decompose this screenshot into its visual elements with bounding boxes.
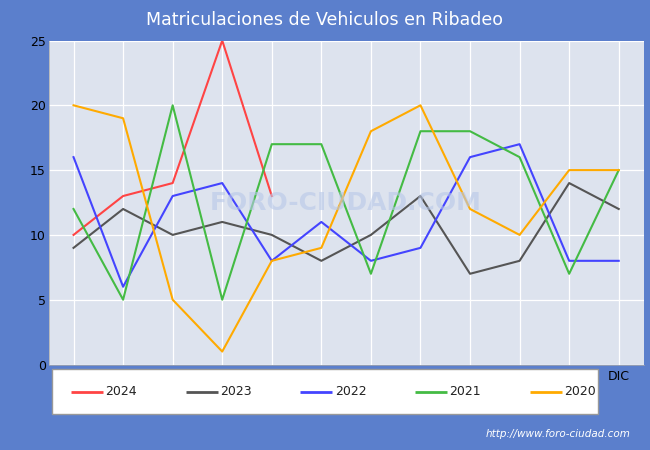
Text: FORO-CIUDAD.COM: FORO-CIUDAD.COM (210, 190, 482, 215)
FancyBboxPatch shape (52, 369, 598, 414)
Text: 2023: 2023 (220, 385, 252, 398)
Text: 2021: 2021 (450, 385, 481, 398)
Text: http://www.foro-ciudad.com: http://www.foro-ciudad.com (486, 429, 630, 439)
Text: 2020: 2020 (564, 385, 596, 398)
Text: 2024: 2024 (105, 385, 137, 398)
Text: 2022: 2022 (335, 385, 367, 398)
Text: Matriculaciones de Vehiculos en Ribadeo: Matriculaciones de Vehiculos en Ribadeo (146, 11, 504, 29)
